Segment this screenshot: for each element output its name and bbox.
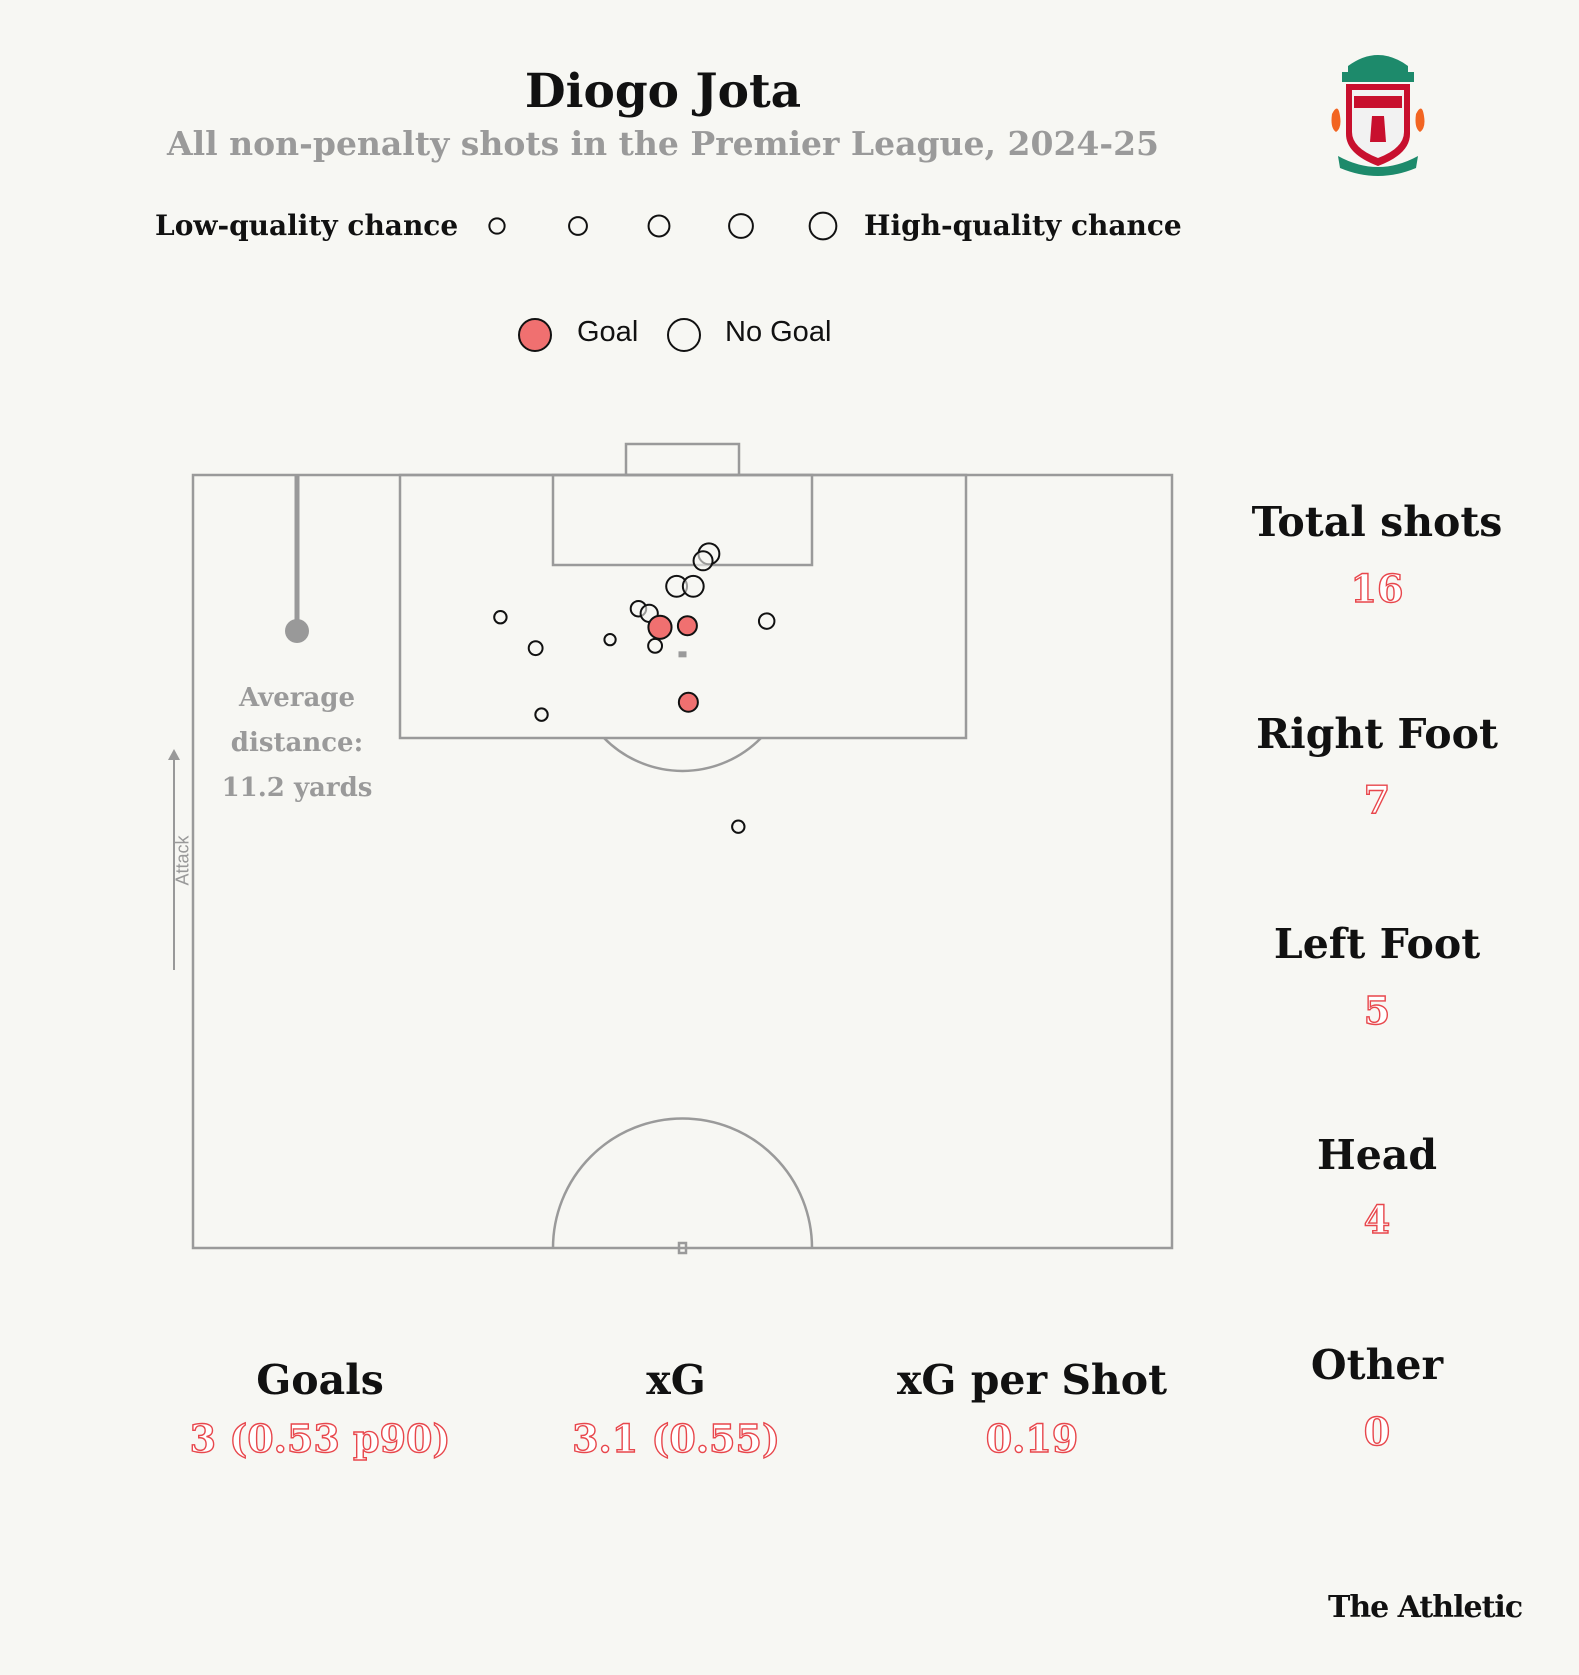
shot-marker-no-goal bbox=[534, 707, 549, 722]
avg-line3: 11.2 yards bbox=[221, 773, 373, 803]
center-spot bbox=[677, 1241, 688, 1255]
liverpool-crest-logo bbox=[1331, 55, 1425, 176]
stat-label-goals: Goals bbox=[256, 1356, 384, 1404]
size-legend-high-label: High-quality chance bbox=[864, 209, 1182, 242]
size-legend-marker bbox=[808, 211, 838, 241]
shot-map-pitch bbox=[168, 442, 1174, 1255]
average-distance-label: Average distance: 11.2 yards bbox=[222, 676, 373, 811]
average-shot-location bbox=[678, 651, 687, 658]
no-goal-legend-label: No Goal bbox=[725, 316, 832, 348]
stat-label-head: Head bbox=[1316, 1131, 1438, 1179]
stat-value-xg: 3.1 (0.55) bbox=[571, 1415, 780, 1461]
attack-arrow-head bbox=[168, 749, 180, 760]
legend-markers bbox=[488, 211, 838, 352]
stat-label-xg: xG bbox=[646, 1356, 706, 1404]
stat-label-right-foot: Right Foot bbox=[1256, 710, 1498, 758]
stat-value-other: 0 bbox=[1363, 1408, 1391, 1454]
six-yard-box bbox=[551, 473, 814, 567]
the-athletic-logo: The Athletic bbox=[1328, 1590, 1523, 1625]
goal-legend-marker bbox=[518, 318, 552, 352]
shot-marker-no-goal bbox=[647, 637, 664, 654]
stat-value-total-shots: 16 bbox=[1350, 565, 1404, 611]
center-circle bbox=[551, 1117, 814, 1249]
shot-marker-no-goal bbox=[527, 640, 544, 657]
goal bbox=[624, 442, 741, 477]
stat-value-right-foot: 7 bbox=[1363, 776, 1391, 822]
stat-value-left-foot: 5 bbox=[1363, 987, 1391, 1033]
shot-marker-goal bbox=[647, 614, 673, 640]
size-legend-marker bbox=[728, 213, 754, 239]
stat-label-other: Other bbox=[1310, 1341, 1444, 1389]
size-legend-low-label: Low-quality chance bbox=[155, 209, 459, 242]
avg-line2: distance: bbox=[230, 728, 364, 758]
stat-value-goals: 3 (0.53 p90) bbox=[189, 1415, 451, 1461]
shot-marker-no-goal bbox=[757, 612, 776, 630]
stat-label-left-foot: Left Foot bbox=[1273, 920, 1481, 968]
no-goal-legend-marker bbox=[667, 318, 701, 352]
size-legend-marker bbox=[568, 216, 588, 236]
shot-marker-no-goal bbox=[731, 819, 746, 834]
attack-label: Attack bbox=[172, 835, 193, 886]
stat-label-xg-per-shot: xG per Shot bbox=[896, 1356, 1168, 1404]
shot-marker-no-goal bbox=[603, 633, 617, 647]
penalty-arc bbox=[603, 737, 762, 773]
size-legend-marker bbox=[647, 214, 671, 238]
stat-value-xg-per-shot: 0.19 bbox=[985, 1415, 1079, 1461]
avg-line1: Average bbox=[238, 683, 356, 713]
page-title: Diogo Jota bbox=[524, 64, 802, 119]
goal-legend-label: Goal bbox=[577, 316, 639, 348]
subtitle: All non-penalty shots in the Premier Lea… bbox=[167, 124, 1159, 163]
size-legend-marker bbox=[488, 217, 506, 235]
shot-marker-no-goal bbox=[681, 574, 705, 598]
shot-marker-no-goal bbox=[692, 550, 714, 572]
stat-value-head: 4 bbox=[1363, 1196, 1391, 1242]
shot-marker-no-goal bbox=[493, 610, 508, 625]
shot-marker-goal bbox=[677, 691, 699, 713]
average-distance-marker bbox=[285, 619, 309, 643]
stat-label-total-shots: Total shots bbox=[1251, 498, 1503, 546]
shot-marker-goal bbox=[676, 615, 698, 637]
